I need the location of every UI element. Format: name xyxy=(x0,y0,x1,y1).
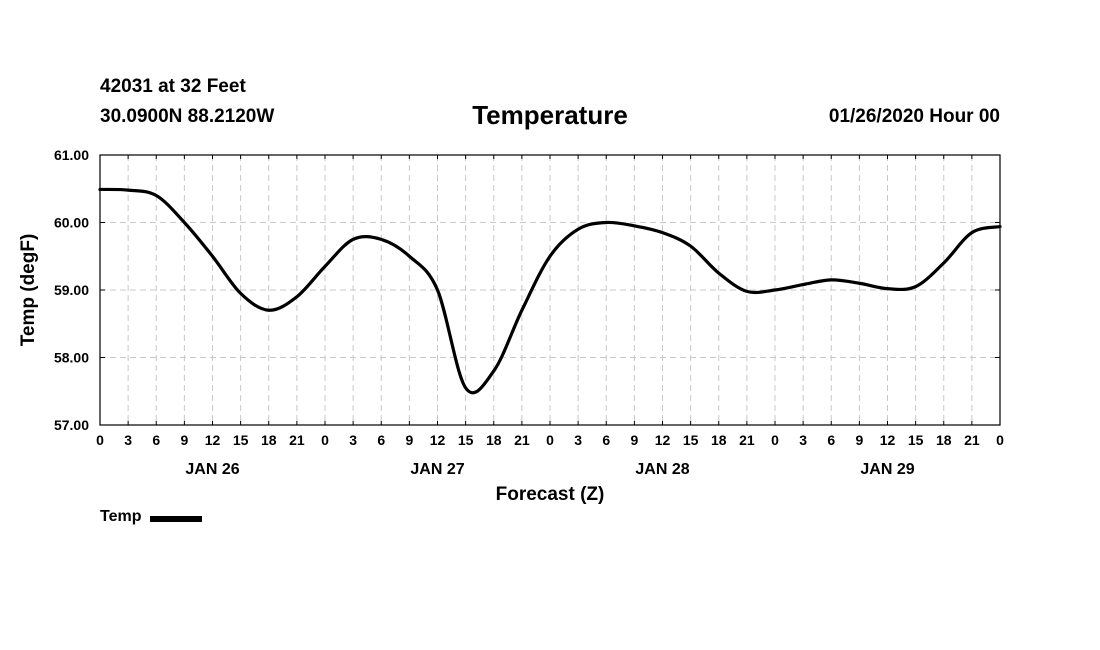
x-tick-label: 3 xyxy=(349,432,357,448)
axis-ticks xyxy=(99,154,1001,426)
y-tick-label: 58.00 xyxy=(54,350,89,366)
series-layer xyxy=(98,187,1002,395)
x-tick-label: 18 xyxy=(936,432,952,448)
x-tick-label: 6 xyxy=(827,432,835,448)
y-tick-label: 60.00 xyxy=(54,215,89,231)
x-tick-label: 6 xyxy=(152,432,160,448)
x-axis-title: Forecast (Z) xyxy=(496,484,605,505)
y-tick-label: 57.00 xyxy=(54,417,89,433)
day-label: JAN 28 xyxy=(635,461,689,478)
day-label: JAN 27 xyxy=(410,461,464,478)
x-tick-label: 21 xyxy=(739,432,755,448)
x-tick-label: 15 xyxy=(233,432,249,448)
x-tick-label: 21 xyxy=(514,432,530,448)
x-tick-label: 18 xyxy=(486,432,502,448)
x-tick-label: 18 xyxy=(711,432,727,448)
x-tick-label: 3 xyxy=(124,432,132,448)
x-tick-label: 0 xyxy=(996,432,1004,448)
legend: Temp xyxy=(100,508,203,526)
x-tick-label: 12 xyxy=(430,432,446,448)
x-tick-label: 9 xyxy=(630,432,638,448)
x-tick-label: 0 xyxy=(96,432,104,448)
tick-labels: 0 3 6 9 12 15 18 21 0 3 6 9 12 15 18 21 0 3 6 9 12 15 18 21 0 3 6 9… xyxy=(54,147,1004,478)
plot-frame xyxy=(99,154,1001,426)
y-axis-title: Temp (degF) xyxy=(18,234,39,347)
x-tick-label: 21 xyxy=(289,432,305,448)
x-tick-label: 9 xyxy=(405,432,413,448)
chart-title: Temperature xyxy=(472,100,628,130)
x-tick-label: 6 xyxy=(602,432,610,448)
x-tick-label: 15 xyxy=(908,432,924,448)
x-tick-label: 3 xyxy=(574,432,582,448)
day-label: JAN 26 xyxy=(185,461,239,478)
x-tick-label: 9 xyxy=(855,432,863,448)
y-tick-label: 61.00 xyxy=(54,147,89,163)
x-tick-label: 3 xyxy=(799,432,807,448)
x-tick-label: 15 xyxy=(458,432,474,448)
x-tick-label: 0 xyxy=(321,432,329,448)
x-tick-label: 9 xyxy=(180,432,188,448)
x-tick-label: 21 xyxy=(964,432,980,448)
x-tick-label: 6 xyxy=(377,432,385,448)
x-tick-label: 15 xyxy=(683,432,699,448)
station-name: 42031 at 32 Feet xyxy=(100,76,246,97)
station-location: 30.0900N 88.2120W xyxy=(100,106,275,127)
day-label: JAN 29 xyxy=(860,461,914,478)
legend-label: Temp xyxy=(100,508,142,525)
x-tick-label: 0 xyxy=(546,432,554,448)
x-tick-label: 12 xyxy=(655,432,671,448)
x-tick-label: 12 xyxy=(205,432,221,448)
grid xyxy=(100,155,1000,425)
y-tick-label: 59.00 xyxy=(54,282,89,298)
x-tick-label: 0 xyxy=(771,432,779,448)
x-tick-label: 12 xyxy=(880,432,896,448)
legend-line-swatch xyxy=(150,516,203,522)
x-tick-label: 18 xyxy=(261,432,277,448)
run-time: 01/26/2020 Hour 00 xyxy=(828,106,1000,127)
temp-series-line xyxy=(98,187,1002,395)
